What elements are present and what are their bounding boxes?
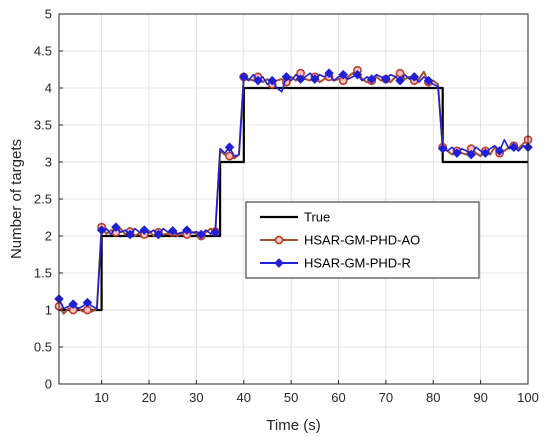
series-line bbox=[58, 72, 529, 310]
x-tick-label: 60 bbox=[331, 390, 345, 405]
data-point-diamond bbox=[182, 225, 192, 235]
x-tick-label: 80 bbox=[426, 390, 440, 405]
ticks: 10 20 30 40 50 60 70 80 90 100 0 0.5 1 1.5 2 2.5 3 3.5 4 4.… bbox=[34, 7, 539, 406]
y-tick-label: 4 bbox=[45, 81, 52, 96]
y-tick-label: 3 bbox=[45, 155, 52, 170]
data-point-diamond bbox=[238, 72, 249, 82]
data-point-circle bbox=[83, 305, 92, 315]
data-point-diamond bbox=[68, 299, 78, 309]
series-true bbox=[59, 86, 528, 312]
data-point-diamond bbox=[111, 222, 121, 232]
data-point-diamond bbox=[324, 68, 334, 78]
legend-item: HSAR-GM-PHD-R bbox=[260, 256, 411, 271]
legend-label: True bbox=[304, 210, 330, 225]
data-point-diamond bbox=[253, 75, 263, 86]
y-tick-label: 5 bbox=[45, 7, 52, 22]
data-point-diamond bbox=[423, 75, 434, 86]
data-point-diamond bbox=[310, 74, 320, 84]
data-point-diamond bbox=[224, 142, 235, 152]
y-tick-label: 2 bbox=[45, 229, 52, 244]
data-point-diamond bbox=[167, 226, 178, 236]
data-point-diamond bbox=[381, 74, 391, 84]
y-tick-label: 2.5 bbox=[34, 192, 52, 207]
data-point-diamond bbox=[125, 229, 135, 240]
legend-label: HSAR-GM-PHD-R bbox=[304, 256, 411, 271]
series-hsar-gm-phd-r bbox=[54, 68, 533, 310]
y-tick-label: 3.5 bbox=[34, 118, 52, 133]
x-tick-label: 40 bbox=[237, 390, 251, 405]
legend-item: HSAR-GM-PHD-AO bbox=[260, 233, 420, 248]
data-point-diamond bbox=[409, 72, 420, 82]
x-tick-label: 30 bbox=[189, 390, 203, 405]
legend: True HSAR-GM-PHD-AO HSAR-GM-PHD-R bbox=[245, 201, 480, 279]
x-tick-label: 90 bbox=[473, 390, 487, 405]
x-tick-label: 100 bbox=[517, 390, 539, 405]
y-tick-label: 0.5 bbox=[34, 340, 52, 355]
data-point-circle bbox=[225, 151, 234, 161]
data-point-circle bbox=[395, 68, 405, 78]
series-layer bbox=[54, 65, 533, 315]
y-tick-label: 1 bbox=[45, 303, 52, 318]
data-point-diamond bbox=[509, 142, 519, 152]
data-point-diamond bbox=[452, 148, 462, 158]
x-tick-label: 10 bbox=[94, 390, 108, 405]
y-axis-title: Number of targets bbox=[8, 139, 25, 259]
data-point-diamond bbox=[153, 229, 164, 240]
data-point-diamond bbox=[281, 72, 292, 82]
y-tick-label: 1.5 bbox=[34, 266, 52, 281]
legend-item: True bbox=[260, 210, 330, 225]
data-point-diamond bbox=[437, 143, 448, 154]
data-point-diamond bbox=[466, 149, 476, 160]
x-tick-label: 70 bbox=[379, 390, 393, 405]
data-point-diamond bbox=[366, 74, 377, 84]
y-tick-label: 0 bbox=[45, 377, 52, 392]
legend-label: HSAR-GM-PHD-AO bbox=[304, 233, 420, 248]
data-point-diamond bbox=[338, 69, 349, 80]
data-point-diamond bbox=[96, 225, 107, 235]
data-point-diamond bbox=[82, 297, 93, 308]
legend-marker bbox=[274, 235, 284, 245]
legend-marker bbox=[274, 258, 284, 268]
x-axis-title: Time (s) bbox=[266, 417, 320, 434]
data-point-diamond bbox=[480, 148, 491, 158]
data-point-diamond bbox=[196, 229, 206, 240]
data-point-diamond bbox=[139, 225, 150, 235]
data-point-diamond bbox=[352, 69, 363, 80]
data-point-diamond bbox=[210, 227, 221, 238]
data-point-diamond bbox=[395, 75, 405, 86]
data-point-diamond bbox=[295, 74, 306, 84]
grid bbox=[59, 14, 528, 384]
data-point-diamond bbox=[494, 146, 505, 156]
x-tick-label: 50 bbox=[284, 390, 298, 405]
x-tick-label: 20 bbox=[142, 390, 156, 405]
series-line bbox=[59, 86, 528, 312]
y-tick-label: 4.5 bbox=[34, 44, 52, 59]
data-point-diamond bbox=[267, 75, 277, 86]
